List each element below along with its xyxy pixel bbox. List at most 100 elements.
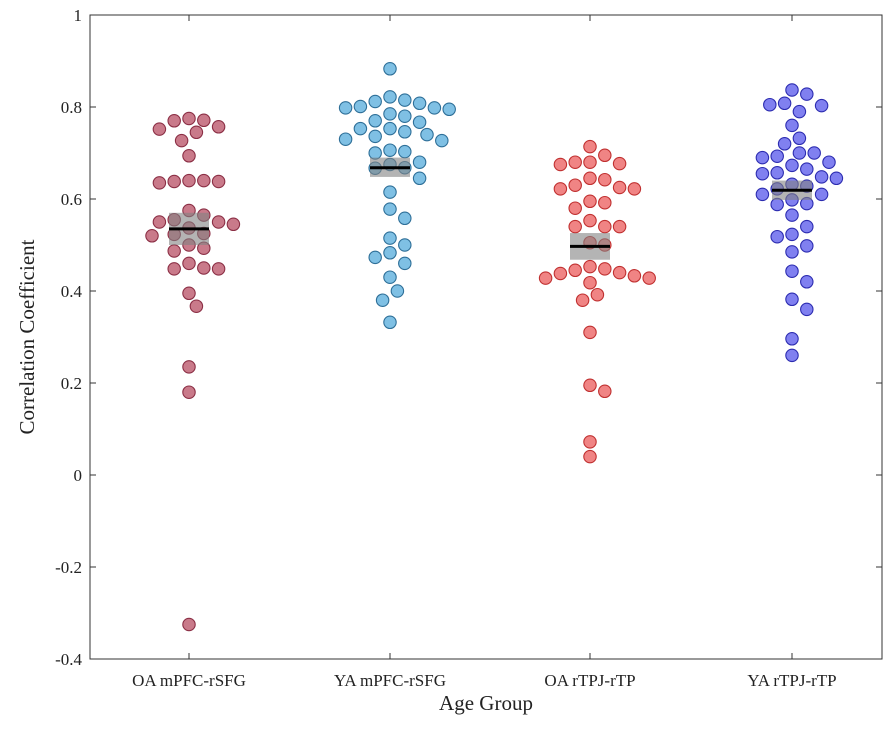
data-point bbox=[182, 286, 196, 301]
y-tick-label: 0 bbox=[74, 466, 83, 485]
data-point bbox=[583, 259, 597, 274]
data-point bbox=[583, 171, 597, 186]
data-point bbox=[785, 158, 799, 173]
data-point bbox=[612, 265, 627, 280]
x-axis: OA mPFC-rSFG YA mPFC-rSFG OA rTPJ-rTP YA rT… bbox=[132, 15, 837, 690]
data-point bbox=[590, 287, 605, 302]
data-point bbox=[182, 149, 196, 163]
data-point bbox=[211, 262, 226, 276]
data-point bbox=[553, 157, 568, 172]
data-point bbox=[568, 263, 582, 278]
data-point bbox=[583, 325, 597, 340]
data-point bbox=[800, 275, 814, 289]
data-point bbox=[383, 185, 397, 199]
x-tick-label: YA rTPJ-rTP bbox=[747, 671, 836, 690]
data-point bbox=[182, 360, 196, 374]
series-group bbox=[338, 62, 456, 330]
data-point bbox=[189, 125, 204, 140]
data-point bbox=[383, 246, 397, 260]
data-point bbox=[167, 114, 181, 128]
data-point bbox=[792, 146, 807, 160]
series-group bbox=[145, 111, 241, 632]
data-point bbox=[785, 332, 799, 346]
data-point bbox=[398, 256, 412, 271]
data-point bbox=[568, 155, 582, 169]
data-point bbox=[398, 125, 412, 139]
data-point bbox=[814, 170, 829, 184]
y-tick-label: 0.8 bbox=[61, 98, 82, 117]
data-point bbox=[612, 180, 627, 195]
data-point bbox=[829, 171, 844, 186]
data-point bbox=[583, 378, 597, 393]
data-point bbox=[412, 171, 427, 186]
data-point bbox=[152, 176, 167, 190]
data-point bbox=[383, 107, 397, 121]
data-point bbox=[800, 219, 814, 234]
data-point bbox=[755, 150, 770, 165]
y-tick-label: 0.2 bbox=[61, 374, 82, 393]
data-point bbox=[383, 231, 397, 245]
data-point bbox=[755, 187, 770, 202]
series-layer bbox=[145, 62, 844, 632]
data-point bbox=[390, 284, 405, 298]
data-point bbox=[785, 118, 799, 133]
y-tick-label: -0.4 bbox=[55, 650, 82, 669]
data-point bbox=[785, 292, 799, 307]
data-point bbox=[182, 256, 196, 271]
data-point bbox=[612, 156, 627, 171]
data-point bbox=[398, 93, 412, 107]
data-point bbox=[568, 219, 582, 234]
data-point bbox=[197, 173, 211, 188]
data-point bbox=[770, 197, 784, 212]
data-point bbox=[755, 166, 770, 181]
x-axis-label: Age Group bbox=[439, 691, 533, 715]
data-point bbox=[368, 114, 382, 128]
data-point bbox=[174, 133, 189, 148]
data-point bbox=[182, 617, 196, 632]
data-point bbox=[763, 97, 777, 112]
data-point bbox=[627, 182, 642, 196]
data-point bbox=[785, 83, 799, 97]
data-point bbox=[800, 302, 814, 317]
data-point bbox=[189, 299, 204, 313]
data-point bbox=[375, 293, 390, 307]
data-point bbox=[398, 109, 412, 123]
x-tick-label: YA mPFC-rSFG bbox=[334, 671, 446, 690]
series-group bbox=[755, 83, 844, 363]
x-tick-label: OA mPFC-rSFG bbox=[132, 671, 246, 690]
data-point bbox=[800, 239, 814, 253]
data-point bbox=[598, 219, 612, 234]
data-point bbox=[383, 143, 397, 157]
data-point bbox=[398, 211, 412, 226]
data-point bbox=[211, 120, 226, 134]
data-point bbox=[642, 271, 656, 285]
data-point bbox=[383, 315, 397, 330]
data-point bbox=[435, 133, 449, 148]
data-point bbox=[792, 104, 807, 119]
data-point bbox=[398, 238, 412, 252]
plot-area-frame bbox=[89, 14, 883, 660]
data-point bbox=[583, 194, 597, 209]
data-point bbox=[211, 174, 226, 189]
data-point bbox=[167, 174, 181, 189]
y-axis: -0.4 -0.2 0 0.2 0.4 0.6 0.8 1 bbox=[55, 6, 882, 669]
data-point bbox=[368, 250, 382, 265]
data-point bbox=[182, 111, 196, 126]
data-point bbox=[568, 178, 582, 192]
data-point bbox=[338, 132, 353, 146]
data-point bbox=[197, 261, 211, 275]
data-point bbox=[383, 90, 397, 104]
data-point bbox=[785, 227, 799, 242]
data-point bbox=[553, 182, 568, 196]
data-point bbox=[770, 166, 784, 180]
data-point bbox=[770, 149, 784, 163]
data-point bbox=[353, 121, 368, 136]
data-point bbox=[427, 101, 442, 115]
data-point bbox=[777, 96, 792, 111]
data-point bbox=[598, 148, 612, 163]
data-point bbox=[383, 62, 397, 76]
data-point bbox=[368, 94, 382, 109]
data-point bbox=[368, 129, 382, 144]
data-point bbox=[197, 113, 211, 128]
